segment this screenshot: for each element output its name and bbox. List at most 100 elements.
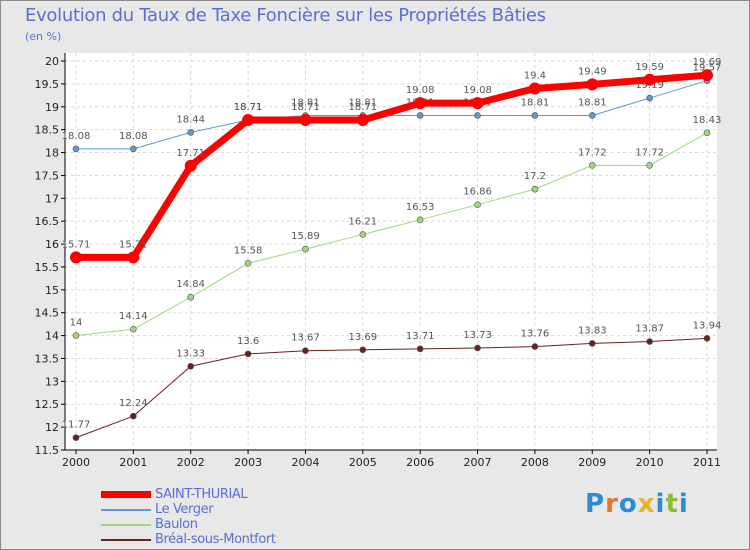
data-point-saint-thurial — [356, 114, 369, 127]
data-point-saint-thurial — [127, 251, 140, 264]
data-label-saint-thurial: 18.71 — [348, 102, 377, 113]
y-tick-label: 14.5 — [35, 307, 60, 320]
y-tick-label: 15 — [45, 284, 59, 297]
y-tick-label: 17.5 — [35, 169, 60, 182]
chart-title: Evolution du Taux de Taxe Foncière sur l… — [25, 5, 546, 26]
data-label-br-al-sous-montfort: 13.67 — [291, 333, 320, 344]
data-label-saint-thurial: 18.71 — [291, 102, 320, 113]
x-tick-label: 2005 — [349, 456, 377, 469]
x-tick-label: 2003 — [234, 456, 262, 469]
y-tick-label: 16.5 — [35, 215, 60, 228]
data-label-le-verger: 19.57 — [693, 63, 722, 74]
y-tick-label: 18.5 — [35, 124, 60, 137]
data-point-saint-thurial — [471, 97, 484, 110]
legend-label: Bréal-sous-Montfort — [155, 532, 276, 547]
data-point-baulon — [646, 162, 653, 169]
data-label-baulon: 16.21 — [348, 216, 377, 227]
series-line-le-verger — [75, 80, 708, 150]
logo-letter: r — [605, 489, 619, 519]
data-point-baulon — [72, 332, 80, 339]
series-line-br-al-sous-montfort — [75, 337, 708, 439]
data-point-baulon — [359, 231, 367, 238]
data-label-baulon: 14 — [70, 318, 83, 329]
data-point-br-al-sous-montfort — [130, 412, 137, 420]
data-label-saint-thurial: 15.71 — [119, 239, 148, 250]
x-tick-label: 2002 — [177, 456, 205, 469]
data-point-br-al-sous-montfort — [531, 343, 539, 350]
data-label-baulon: 17.2 — [524, 171, 546, 182]
data-label-saint-thurial: 18.71 — [234, 102, 263, 113]
x-tick-label: 2008 — [521, 456, 549, 469]
y-tick-label: 15.5 — [35, 261, 60, 274]
legend-label: Baulon — [155, 517, 198, 532]
data-point-le-verger — [416, 112, 424, 119]
legend-swatch — [101, 524, 151, 526]
data-point-br-al-sous-montfort — [302, 347, 309, 354]
data-label-baulon: 14.14 — [119, 311, 148, 322]
data-point-br-al-sous-montfort — [416, 345, 424, 353]
x-tick-label: 2010 — [636, 456, 664, 469]
data-point-saint-thurial — [414, 97, 427, 110]
data-point-le-verger — [187, 129, 195, 136]
y-tick-label: 20 — [45, 55, 59, 68]
logo-letter: i — [678, 489, 689, 519]
data-point-baulon — [588, 162, 596, 169]
data-point-br-al-sous-montfort — [359, 346, 367, 354]
y-tick-label: 13.5 — [35, 352, 60, 365]
data-label-le-verger: 18.71 — [234, 102, 263, 113]
data-label-br-al-sous-montfort: 12.24 — [119, 398, 148, 409]
y-tick-label: 14 — [45, 330, 59, 343]
data-point-saint-thurial — [701, 69, 713, 82]
legend-label: SAINT-THURIAL — [155, 487, 248, 502]
legend-label: Le Verger — [155, 502, 214, 517]
data-point-saint-thurial — [643, 73, 656, 86]
data-point-le-verger — [588, 112, 596, 119]
data-point-saint-thurial — [242, 114, 255, 127]
data-label-br-al-sous-montfort: 13.87 — [635, 324, 664, 335]
chart-unit: (en %) — [25, 30, 62, 43]
data-label-le-verger: 18.08 — [62, 131, 91, 142]
series-line-baulon — [75, 132, 708, 337]
data-point-br-al-sous-montfort — [646, 338, 653, 345]
data-label-baulon: 17.72 — [635, 147, 664, 158]
data-label-le-verger: 18.44 — [176, 114, 205, 125]
y-tick-label: 18 — [45, 147, 59, 160]
y-tick-label: 12.5 — [35, 398, 60, 411]
data-label-br-al-sous-montfort: 13.71 — [406, 331, 435, 342]
data-point-baulon — [130, 325, 137, 333]
data-label-saint-thurial: 19.69 — [693, 57, 722, 68]
data-point-saint-thurial — [184, 159, 197, 172]
data-label-le-verger: 18.08 — [119, 131, 148, 142]
series-line-saint-thurial — [72, 71, 711, 261]
y-tick-label: 19 — [45, 101, 59, 114]
data-label-baulon: 17.72 — [578, 147, 607, 158]
data-label-br-al-sous-montfort: 13.73 — [463, 330, 492, 341]
data-label-br-al-sous-montfort: 13.76 — [521, 329, 550, 340]
x-tick-label: 2001 — [119, 456, 147, 469]
data-label-saint-thurial: 15.71 — [62, 239, 91, 250]
data-point-baulon — [187, 293, 195, 301]
y-tick-label: 13 — [45, 375, 59, 388]
data-point-baulon — [244, 259, 252, 267]
data-point-br-al-sous-montfort — [244, 350, 252, 358]
data-label-saint-thurial: 17.71 — [176, 148, 205, 159]
plot-area — [65, 53, 717, 450]
y-tick-label: 11.5 — [35, 444, 60, 457]
data-label-br-al-sous-montfort: 11.77 — [62, 420, 91, 431]
data-point-baulon — [703, 129, 711, 137]
data-label-baulon: 14.84 — [176, 279, 205, 290]
y-tick-label: 17 — [45, 192, 59, 205]
data-point-baulon — [531, 185, 539, 193]
data-label-baulon: 15.89 — [291, 231, 320, 242]
y-tick-label: 16 — [45, 238, 59, 251]
data-label-baulon: 16.86 — [463, 187, 492, 198]
logo-letter: t — [665, 489, 679, 519]
data-label-le-verger: 18.81 — [578, 97, 607, 108]
data-point-saint-thurial — [299, 114, 312, 127]
data-label-br-al-sous-montfort: 13.94 — [693, 320, 722, 331]
data-point-br-al-sous-montfort — [588, 340, 596, 347]
data-point-le-verger — [130, 145, 137, 153]
data-point-baulon — [416, 216, 424, 224]
data-point-le-verger — [646, 94, 653, 102]
